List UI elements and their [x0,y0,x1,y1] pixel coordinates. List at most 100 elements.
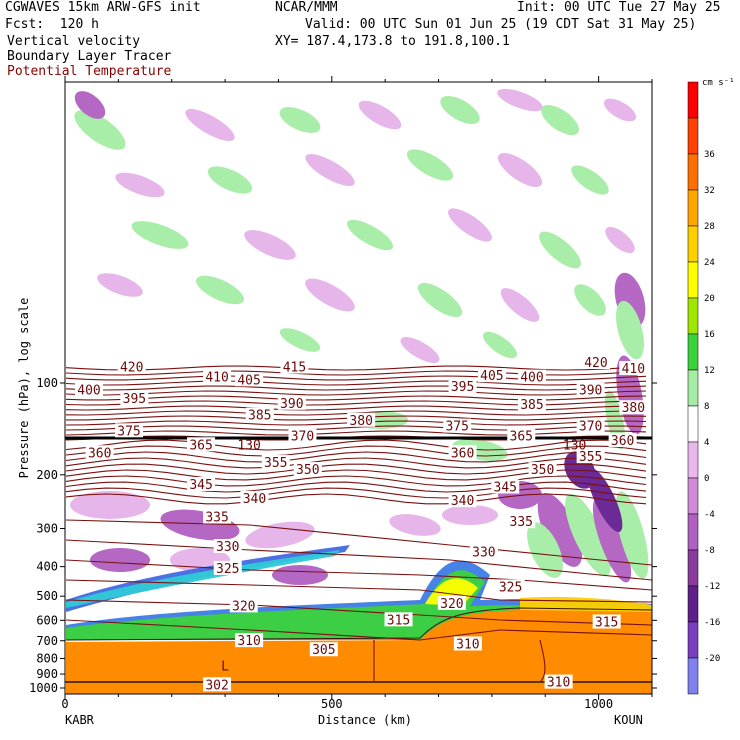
y-tick-label: 100 [36,376,58,390]
velocity-cell [565,493,611,577]
theta-label-bg [608,433,637,448]
y-tick-label: 700 [36,634,58,648]
velocity-cell [574,284,606,316]
theta-contour [65,469,647,481]
theta-label: 310 [237,634,260,649]
colorbar-label: 28 [704,222,715,232]
velocity-cell [537,493,583,567]
tracer-plume [66,550,340,608]
velocity-cell [500,288,540,322]
header-valid: Valid: 00 UTC Sun 01 Jun 25 (19 CDT Sat … [305,17,697,32]
theta-label-bg [85,445,114,460]
colorbar-label: 0 [704,474,709,484]
theta-label: 395 [451,380,474,395]
theta-contour [65,599,652,626]
y-tick-label: 800 [36,651,58,665]
colorbar-label: -4 [704,510,715,520]
theta-label-bg [507,514,536,529]
velocity-cell [527,522,563,578]
theta-label: 325 [499,580,522,595]
theta-label-bg [619,361,648,376]
theta-label-bg [203,369,232,384]
theta-label-bg [288,428,317,443]
theta-contour [65,457,647,469]
theta-label-bg [75,382,104,397]
theta-label: 415 [283,361,306,376]
theta-label-bg [187,437,216,452]
theta-contour [65,481,647,493]
velocity-cell [571,165,609,195]
velocity-cell [389,514,441,536]
x-tick-label: 1000 [584,697,613,711]
theta-contour [65,519,652,566]
theta-label-bg [544,674,573,689]
theta-label-bg [619,400,648,415]
theta-label-bg [235,633,264,648]
velocity-cell [305,153,355,187]
theta-label: 330 [472,546,495,561]
theta-label: 405 [237,373,260,388]
theta-contour [65,539,652,581]
theta-contour [65,425,647,431]
velocity-cell [74,110,126,150]
theta-contour [65,451,647,463]
theta-contour [65,493,647,505]
theta-label: 355 [264,456,287,471]
colorbar-label: 32 [704,186,715,196]
y-tick-label: 600 [36,613,58,627]
header-field-vertical-velocity: Vertical velocity [7,34,141,49]
theta-label: 335 [510,515,533,530]
theta-label-bg [443,418,472,433]
theta-label-bg [517,396,546,411]
colorbar-swatch [687,81,699,119]
header-fcst: Fcst: 120 h [5,17,99,32]
colorbar-label: 8 [704,402,709,412]
theta-label-bg [507,428,536,443]
colorbar-swatch [687,117,699,155]
theta-label-bg [203,509,232,524]
colorbar-label: -12 [704,582,720,592]
theta-label: 345 [494,480,517,495]
colorbar-swatch [687,369,699,407]
velocity-cell [616,355,644,435]
theta-label: 400 [520,371,543,386]
theta-label: 385 [248,409,271,424]
velocity-cell [245,521,315,549]
theta-contour [65,370,647,376]
colorbar-swatch [687,441,699,479]
theta-label: 405 [480,369,503,384]
colorbar-label: 20 [704,294,715,304]
velocity-cell [196,275,244,305]
colorbar-swatch [687,405,699,443]
velocity-cell [592,497,632,583]
velocity-cell [417,282,463,318]
colorbar-swatch [687,153,699,191]
velocity-cell [539,231,581,269]
header-init: Init: 00 UTC Tue 27 May 25 [517,0,721,15]
theta-label-bg [437,595,466,610]
header-center: NCAR/MMM [275,0,338,15]
theta-label: 380 [349,414,372,429]
velocity-cell [70,491,150,519]
x-tick-label: 0 [61,697,68,711]
header-xy: XY= 187.4,173.8 to 191.8,100.1 [275,34,510,49]
y-axis-title: Pressure (hPa), log scale [17,298,31,479]
colorbar-swatch [687,477,699,515]
velocity-cell [616,300,644,360]
theta-labels-group: 420 415 420 410 405 405 400 410 400 395 390 395 390 3… [75,355,648,693]
y-tick-label: 300 [36,522,58,536]
velocity-cell [358,100,402,130]
theta-label-bg [576,418,605,433]
colorbar-swatch [687,513,699,551]
velocity-cell [115,172,165,198]
theta-label: 390 [579,384,602,399]
theta-label-bg [448,445,477,460]
velocity-cell [272,565,328,585]
theta-contour [65,487,647,499]
theta-label-bg [309,642,338,657]
velocity-cell [406,149,454,181]
theta-label: 360 [611,434,634,449]
colorbar: -20 -16 -12 -8 -4 0 4 8 12 16 20 24 28 32 36 cm s⁻¹ [687,78,735,695]
theta-label: 420 [584,356,607,371]
annotation-label: 130 [237,438,260,453]
